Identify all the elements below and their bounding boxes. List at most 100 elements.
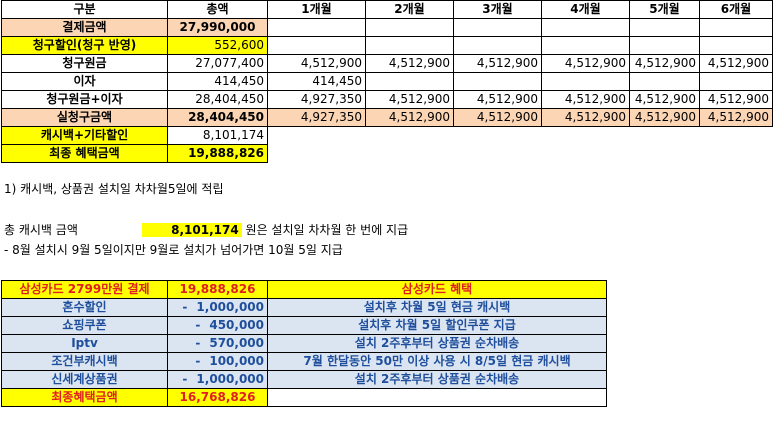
month-cell (365, 72, 454, 91)
table-row: 신세계상품권 -1,000,000 설치 2주후부터 상품권 순차배송 (1, 370, 607, 389)
benefit-desc: 설치후 차월 5일 할인쿠폰 지급 (267, 316, 607, 335)
footer-row: 최종혜택금액 16,768,826 (1, 388, 607, 407)
month-cell: 4,512,900 (541, 90, 630, 109)
total-cell: 414,450 (167, 72, 268, 91)
benefit-label: Iptv (1, 334, 168, 353)
cashback-value: 8,101,174 (141, 223, 242, 237)
month-cell: 4,512,900 (365, 108, 454, 127)
month-cell: 4,512,900 (267, 54, 366, 73)
header-cell: 구분 (1, 0, 168, 19)
header-row: 구분 총액 1개월 2개월 3개월 4개월 5개월 6개월 (1, 0, 773, 19)
row-label: 캐시백+기타할인 (1, 126, 168, 145)
month-cell (365, 36, 454, 55)
month-cell: 4,512,900 (699, 90, 773, 109)
month-cell (541, 18, 630, 37)
total-cell: 28,404,450 (167, 108, 268, 127)
benefit-desc: 설치 2주후부터 상품권 순차배송 (267, 334, 607, 353)
benefit-label: 조건부캐시백 (1, 352, 168, 371)
benefit-label: 쇼핑쿠폰 (1, 316, 168, 335)
month-cell (699, 18, 773, 37)
table-row: 결제금액 27,990,000 (1, 18, 773, 37)
month-cell: 4,512,900 (699, 54, 773, 73)
month-cell: 4,512,900 (541, 108, 630, 127)
month-cell (453, 72, 542, 91)
month-cell: 4,512,900 (365, 90, 454, 109)
month-cell (453, 18, 542, 37)
cashback-suffix: 원은 설치일 차차월 한 번에 지급 (245, 223, 409, 237)
row-label: 이자 (1, 72, 168, 91)
table-row: 조건부캐시백 -100,000 7월 한달동안 50만 이상 사용 시 8/5일… (1, 352, 607, 371)
table-row: 쇼핑쿠폰 -450,000 설치후 차월 5일 할인쿠폰 지급 (1, 316, 607, 335)
benefit-amount: -100,000 (167, 352, 268, 371)
header-amount: 19,888,826 (167, 280, 268, 299)
header-benefit: 삼성카드 혜택 (267, 280, 607, 299)
month-cell (629, 72, 700, 91)
month-cell: 4,512,900 (453, 54, 542, 73)
benefit-label: 신세계상품권 (1, 370, 168, 389)
benefit-amount: -1,000,000 (167, 298, 268, 317)
header-cell: 5개월 (629, 0, 700, 19)
table-row: Iptv -570,000 설치 2주후부터 상품권 순차배송 (1, 334, 607, 353)
benefit-amount: -570,000 (167, 334, 268, 353)
table-row: 최종 혜택금액 19,888,826 (1, 144, 773, 163)
table-row: 청구원금 27,077,400 4,512,900 4,512,900 4,51… (1, 54, 773, 73)
month-cell: 4,512,900 (453, 108, 542, 127)
benefit-desc: 설치후 차월 5일 현금 캐시백 (267, 298, 607, 317)
cashback-summary: 총 캐시백 금액 8,101,174 원은 설치일 차차월 한 번에 지급 (4, 221, 408, 238)
month-cell: 4,512,900 (541, 54, 630, 73)
row-label: 청구원금+이자 (1, 90, 168, 109)
month-cell (267, 18, 366, 37)
total-cell: 27,077,400 (167, 54, 268, 73)
month-cell (699, 36, 773, 55)
table-row: 청구할인(청구 반영) 552,600 (1, 36, 773, 55)
month-cell (629, 18, 700, 37)
header-row: 삼성카드 2799만원 결제 19,888,826 삼성카드 혜택 (1, 280, 607, 299)
row-label: 청구원금 (1, 54, 168, 73)
benefit-desc: 설치 2주후부터 상품권 순차배송 (267, 370, 607, 389)
row-label: 실청구금액 (1, 108, 168, 127)
row-label: 최종 혜택금액 (1, 144, 168, 163)
table-row: 실청구금액 28,404,450 4,927,350 4,512,900 4,5… (1, 108, 773, 127)
samsung-card-benefit-table: 삼성카드 2799만원 결제 19,888,826 삼성카드 혜택 혼수할인 -… (1, 280, 607, 407)
month-cell: 414,450 (267, 72, 366, 91)
total-cell: 19,888,826 (167, 144, 268, 163)
table-row: 캐시백+기타할인 8,101,174 (1, 126, 773, 145)
header-cell: 1개월 (267, 0, 366, 19)
row-label: 청구할인(청구 반영) (1, 36, 168, 55)
month-cell: 4,927,350 (267, 90, 366, 109)
month-cell (365, 18, 454, 37)
month-cell (541, 72, 630, 91)
month-cell (453, 36, 542, 55)
benefit-amount: -450,000 (167, 316, 268, 335)
cashback-label: 총 캐시백 금액 (4, 223, 78, 237)
benefit-amount: -1,000,000 (167, 370, 268, 389)
header-cell: 3개월 (453, 0, 542, 19)
month-cell (699, 72, 773, 91)
footer-amount: 16,768,826 (167, 388, 268, 407)
month-cell: 4,512,900 (365, 54, 454, 73)
header-cell: 2개월 (365, 0, 454, 19)
footer-label: 최종혜택금액 (1, 388, 168, 407)
month-cell: 4,512,900 (453, 90, 542, 109)
header-cell: 총액 (167, 0, 268, 19)
month-cell (629, 36, 700, 55)
payment-schedule-table: 구분 총액 1개월 2개월 3개월 4개월 5개월 6개월 결제금액 27,99… (1, 0, 773, 163)
benefit-label: 혼수할인 (1, 298, 168, 317)
footnote: 1) 캐시백, 상품권 설치일 차차월5일에 적립 (4, 182, 224, 196)
month-cell: 4,512,900 (629, 108, 700, 127)
header-cell: 6개월 (699, 0, 773, 19)
month-cell: 4,512,900 (699, 108, 773, 127)
header-cell: 4개월 (541, 0, 630, 19)
header-label: 삼성카드 2799만원 결제 (1, 280, 168, 299)
note-install-timing: - 8월 설치시 9월 5일이지만 9월로 설치가 넘어가면 10월 5일 지급 (4, 243, 343, 257)
table-row: 청구원금+이자 28,404,450 4,927,350 4,512,900 4… (1, 90, 773, 109)
total-cell: 8,101,174 (167, 126, 268, 145)
month-cell: 4,927,350 (267, 108, 366, 127)
month-cell: 4,512,900 (629, 90, 700, 109)
month-cell (267, 36, 366, 55)
table-row: 이자 414,450 414,450 (1, 72, 773, 91)
benefit-desc: 7월 한달동안 50만 이상 사용 시 8/5일 현금 캐시백 (267, 352, 607, 371)
total-cell: 28,404,450 (167, 90, 268, 109)
table-row: 혼수할인 -1,000,000 설치후 차월 5일 현금 캐시백 (1, 298, 607, 317)
total-cell: 552,600 (167, 36, 268, 55)
